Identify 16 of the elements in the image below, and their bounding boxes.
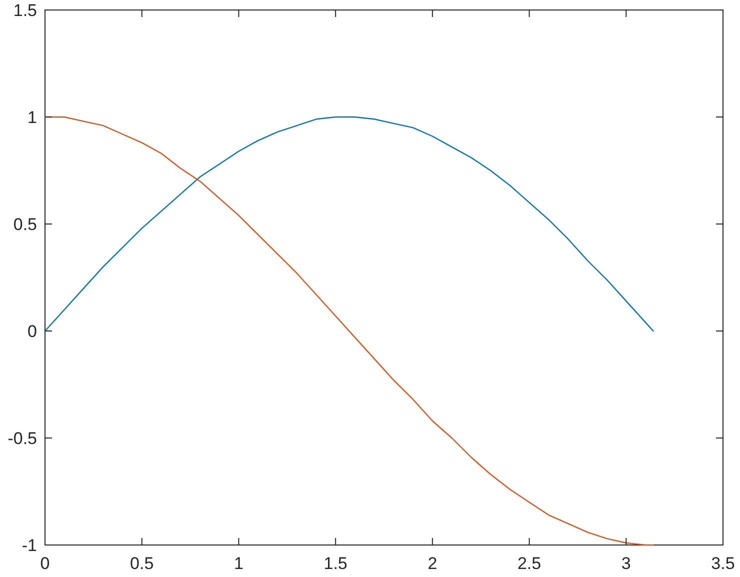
y-tick-label: -0.5 [8, 428, 37, 448]
x-tick-label: 0.5 [130, 554, 154, 573]
y-tick-label: 0.5 [13, 214, 37, 234]
x-tick-label: 2 [428, 554, 438, 573]
x-tick-label: 3 [621, 554, 631, 573]
line-series [44, 116, 654, 546]
x-tick-label: 2.5 [517, 554, 542, 573]
y-tick-label: -1 [22, 536, 37, 555]
y-tick-label: 0 [28, 322, 37, 341]
line-series [44, 116, 654, 332]
x-tick-label: 1 [234, 554, 244, 573]
x-tick-label: 3.5 [711, 554, 735, 573]
y-tick-label: 1 [28, 108, 37, 127]
x-tick-label: 0 [40, 554, 50, 573]
y-tick-label: 1.5 [13, 0, 37, 20]
x-tick-label: 1.5 [324, 554, 348, 573]
